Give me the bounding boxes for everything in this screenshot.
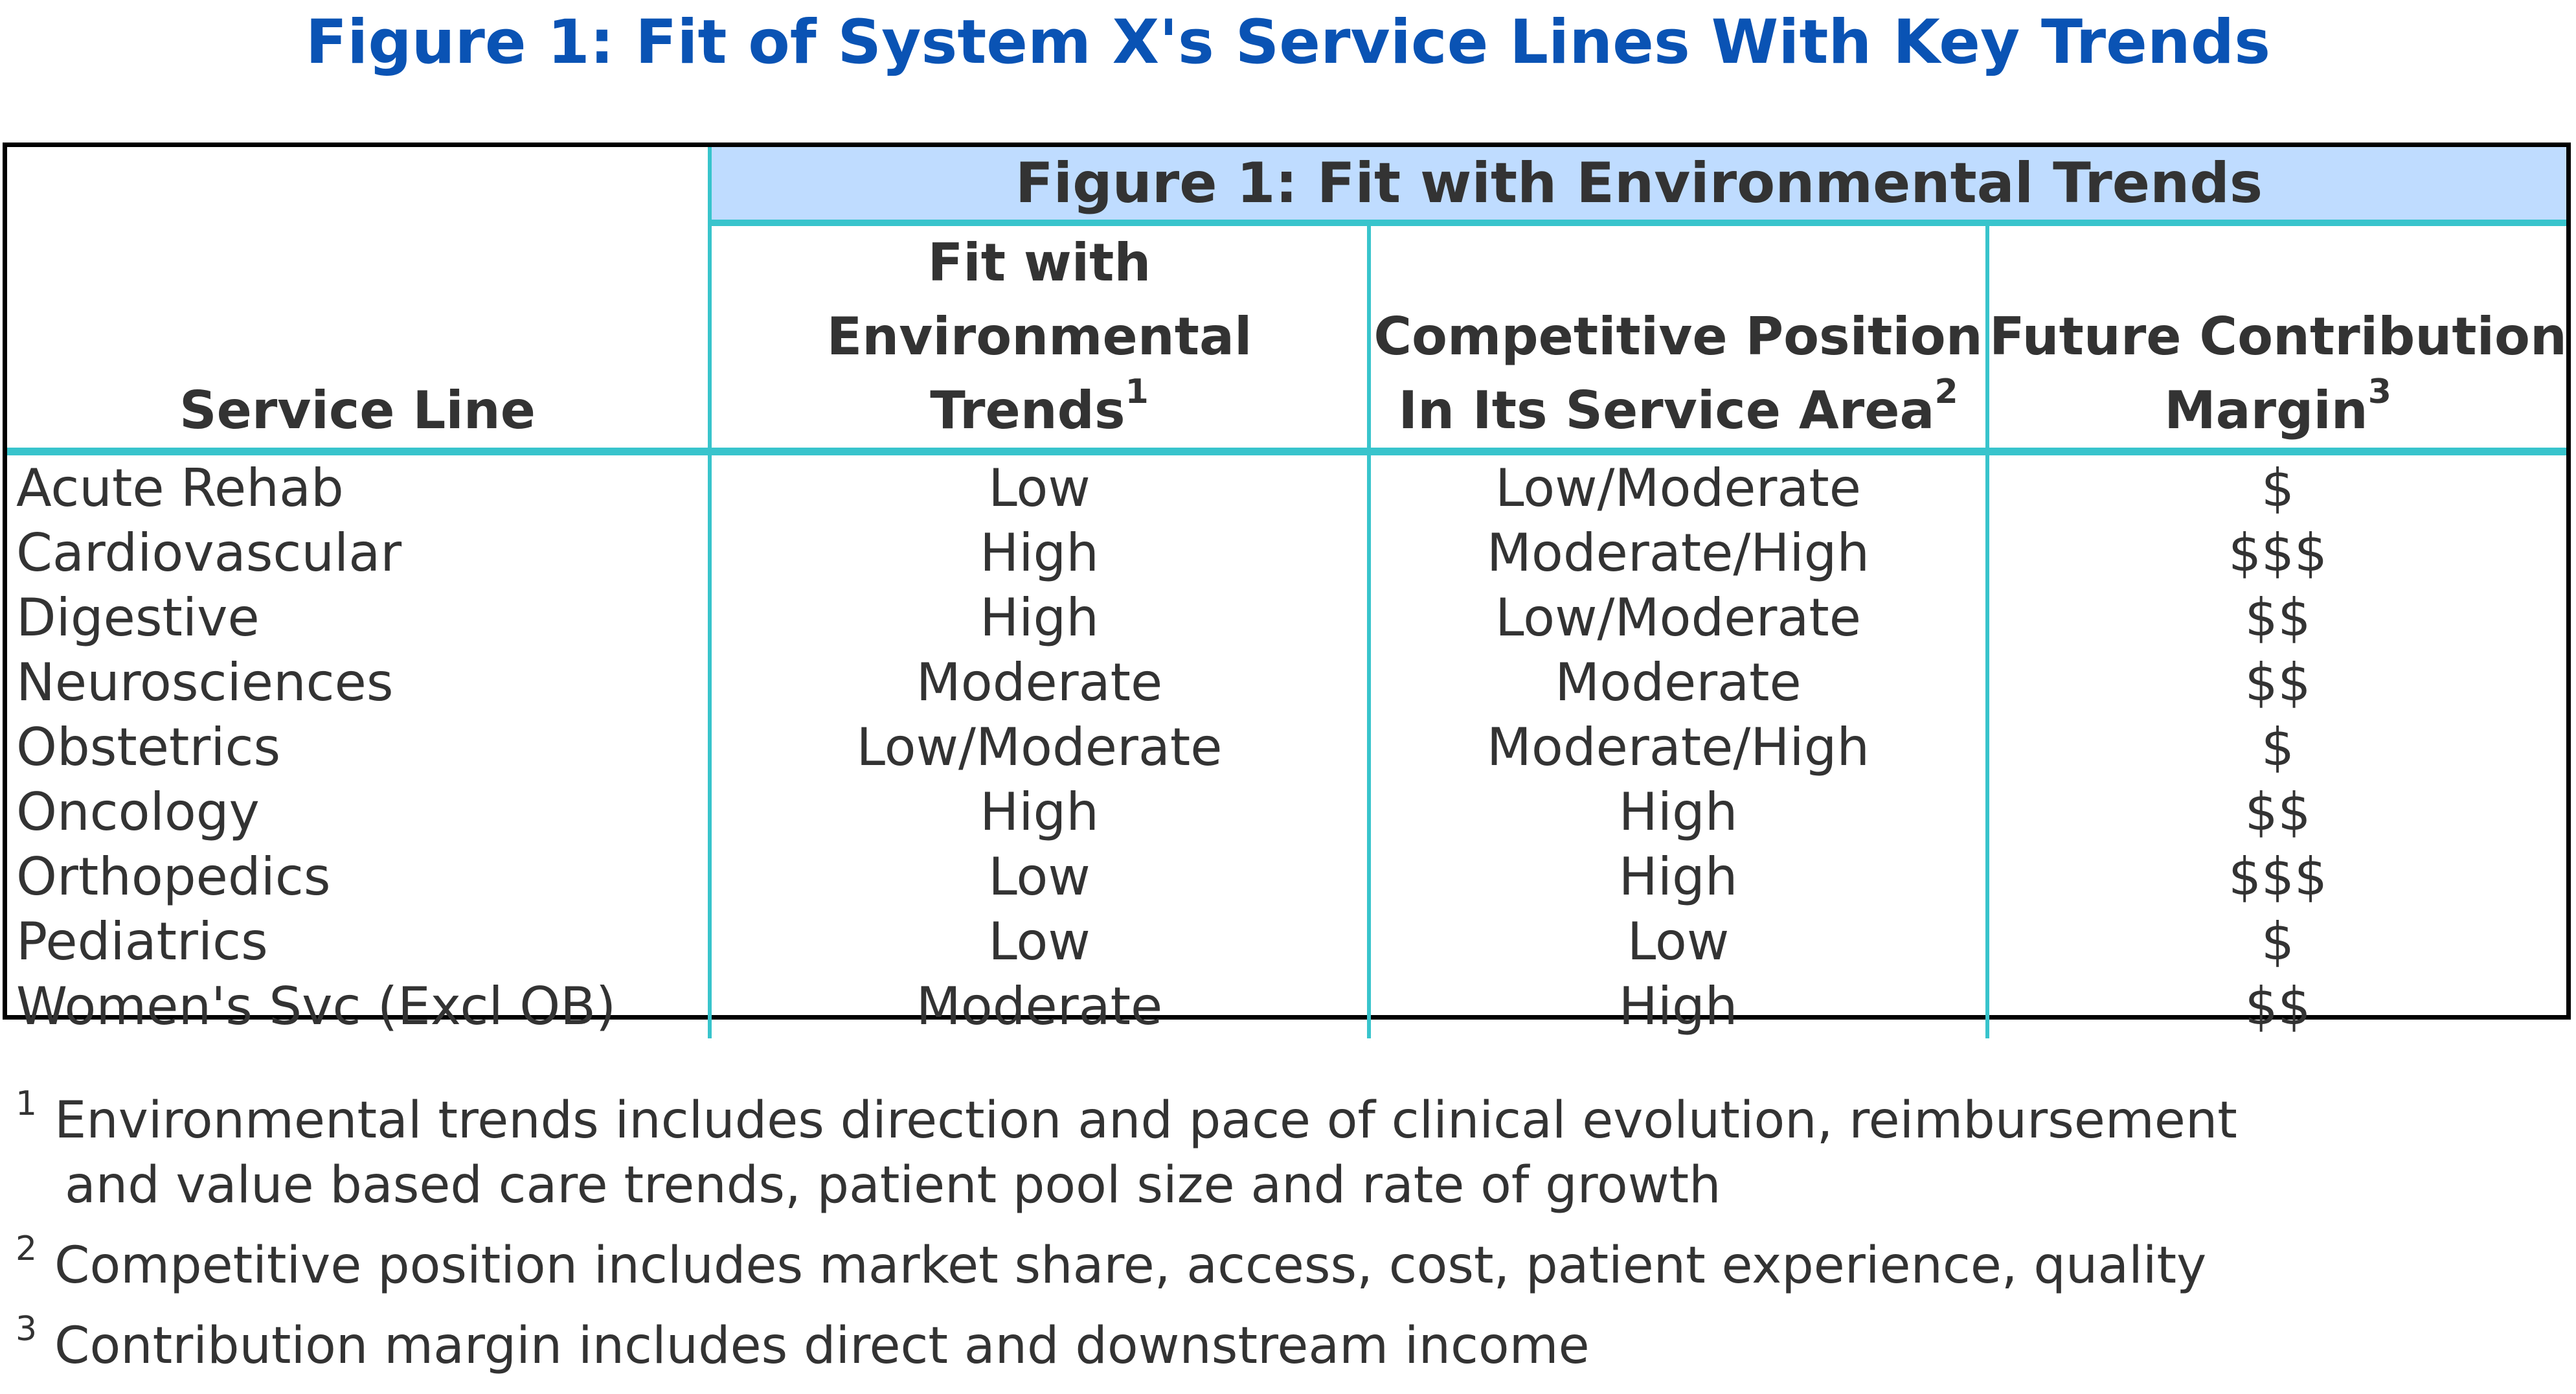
column-header-row: Fit with Environmental Trends1 Competiti…: [7, 223, 2566, 455]
service-line-cell: Pediatrics: [16, 911, 268, 972]
footnote-reference: 2: [1934, 372, 1958, 411]
column-header-line: In Its Service Area: [1398, 380, 1935, 440]
competitive-position-cell: Moderate: [1367, 650, 1987, 714]
contribution-margin-cell: $$: [1985, 585, 2566, 650]
fit-cell: Low: [708, 844, 1369, 909]
column-header-line: Fit with: [927, 233, 1151, 293]
column-header-line: Service Line: [179, 380, 536, 440]
contribution-margin-cell: $$: [1985, 650, 2566, 714]
footnote-text: and value based care trends, patient poo…: [65, 1156, 1721, 1215]
column-header-line: Margin: [2164, 380, 2368, 440]
group-header-row: Service Line Figure 1: Fit with Environm…: [7, 147, 2566, 455]
service-line-cell: Oncology: [16, 781, 260, 842]
service-line-cell: Obstetrics: [16, 716, 281, 777]
footnote: 2 Competitive position includes market sh…: [13, 1229, 2538, 1298]
table-row: Acute Rehab Low Low/Moderate $: [7, 451, 2566, 520]
competitive-position-cell: Low/Moderate: [1367, 451, 1987, 520]
fit-cell: Moderate: [708, 974, 1369, 1038]
competitive-position-cell: High: [1367, 974, 1987, 1038]
contribution-margin-cell: $$$: [1985, 520, 2566, 585]
fit-cell: Low: [708, 909, 1369, 974]
contribution-margin-cell: $$$: [1985, 844, 2566, 909]
table-row: Obstetrics Low/Moderate Moderate/High $: [7, 714, 2566, 779]
table-body: Acute Rehab Low Low/Moderate $ Cardiovascula…: [7, 451, 2566, 1038]
fit-cell: Low: [708, 451, 1369, 520]
column-header-contribution-margin: Future Contribution Margin3: [1985, 223, 2566, 455]
competitive-position-cell: Moderate/High: [1367, 714, 1987, 779]
competitive-position-cell: High: [1367, 779, 1987, 844]
footnote-marker: 1: [16, 1084, 38, 1123]
table-row: Pediatrics Low Low $: [7, 909, 2566, 974]
footnote-marker: 2: [16, 1229, 38, 1268]
service-line-cell: Neurosciences: [16, 652, 394, 713]
footnote: 1 Environmental trends includes direction…: [13, 1084, 2538, 1218]
table-row: Orthopedics Low High $$$: [7, 844, 2566, 909]
service-line-cell: Orthopedics: [16, 846, 331, 907]
trend-table: Service Line Figure 1: Fit with Environm…: [7, 147, 2566, 1038]
fit-cell: High: [708, 585, 1369, 650]
competitive-position-cell: High: [1367, 844, 1987, 909]
contribution-margin-cell: $$: [1985, 779, 2566, 844]
table-row: Women's Svc (Excl OB) Moderate High $$: [7, 974, 2566, 1038]
footnote: 3 Contribution margin includes direct and…: [13, 1310, 2538, 1378]
table-row: Oncology High High $$: [7, 779, 2566, 844]
table-row: Cardiovascular High Moderate/High $$$: [7, 520, 2566, 585]
footnotes: 1 Environmental trends includes direction…: [13, 1084, 2538, 1394]
contribution-margin-cell: $: [1985, 451, 2566, 520]
fit-cell: High: [708, 779, 1369, 844]
contribution-margin-cell: $: [1985, 909, 2566, 974]
footnote-reference: 3: [2367, 372, 2391, 411]
footnote-text: Environmental trends includes direction …: [54, 1091, 2237, 1150]
footnote-reference: 1: [1125, 372, 1149, 411]
fit-cell: Moderate: [708, 650, 1369, 714]
service-line-cell: Digestive: [16, 587, 260, 648]
column-header-service-line: Service Line: [7, 147, 712, 455]
table-row: Neurosciences Moderate Moderate $$: [7, 650, 2566, 714]
service-line-table: Service Line Figure 1: Fit with Environm…: [3, 143, 2571, 1038]
footnote-text: Contribution margin includes direct and …: [54, 1317, 1590, 1375]
column-header-fit: Fit with Environmental Trends1: [708, 223, 1369, 455]
page-title: Figure 1: Fit of System X's Service Line…: [305, 7, 2271, 78]
service-line-cell: Acute Rehab: [16, 457, 344, 518]
competitive-position-cell: Low: [1367, 909, 1987, 974]
service-line-cell: Women's Svc (Excl OB): [16, 976, 616, 1036]
service-line-cell: Cardiovascular: [16, 522, 402, 583]
column-header-line: Environmental: [826, 306, 1252, 367]
competitive-position-cell: Low/Moderate: [1367, 585, 1987, 650]
group-header: Figure 1: Fit with Environmental Trends: [708, 147, 2566, 226]
column-header-line: Future Contribution: [1989, 306, 2566, 367]
contribution-margin-cell: $: [1985, 714, 2566, 779]
footnote-text: Competitive position includes market sha…: [54, 1237, 2207, 1295]
fit-cell: Low/Moderate: [708, 714, 1369, 779]
fit-cell: High: [708, 520, 1369, 585]
table-row: Digestive High Low/Moderate $$: [7, 585, 2566, 650]
column-header-line: Trends: [930, 380, 1125, 440]
contribution-margin-cell: $$: [1985, 974, 2566, 1038]
column-header-line: Competitive Position: [1373, 306, 1983, 367]
competitive-position-cell: Moderate/High: [1367, 520, 1987, 585]
column-header-competitive-position: Competitive Position In Its Service Area…: [1367, 223, 1987, 455]
footnote-marker: 3: [16, 1310, 38, 1349]
